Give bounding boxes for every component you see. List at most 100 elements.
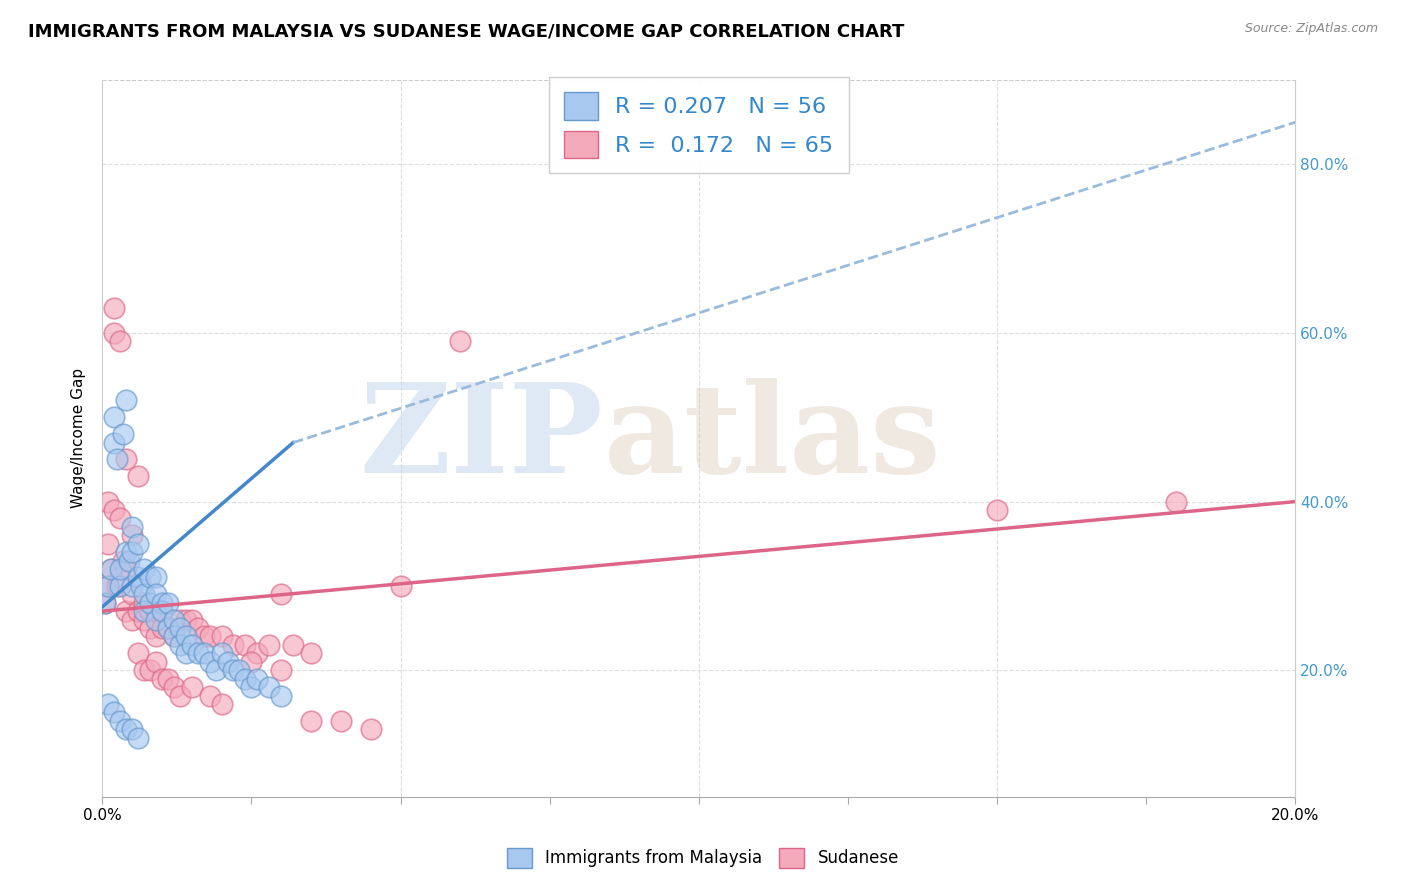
Point [259, 638, 281, 652]
Point [94, 596, 117, 610]
Point [103, 326, 125, 340]
Point [121, 545, 143, 559]
Point [115, 562, 138, 576]
Point [108, 579, 131, 593]
Point [115, 723, 138, 737]
Point [100, 562, 122, 576]
Point [112, 427, 135, 442]
Point [246, 646, 269, 660]
Point [132, 613, 155, 627]
Point [108, 570, 131, 584]
Point [145, 604, 167, 618]
Point [174, 613, 197, 627]
Point [97, 537, 120, 551]
Point [198, 630, 221, 644]
Point [150, 621, 173, 635]
Point [986, 503, 1008, 517]
Point [139, 604, 162, 618]
Point [270, 663, 292, 677]
Point [169, 689, 191, 703]
Point [115, 545, 138, 559]
Point [389, 579, 412, 593]
Point [121, 613, 143, 627]
Point [132, 663, 155, 677]
Point [163, 630, 186, 644]
Point [1166, 494, 1188, 508]
Point [145, 613, 167, 627]
Point [97, 579, 120, 593]
Point [121, 520, 143, 534]
Point [127, 469, 149, 483]
Point [211, 646, 233, 660]
Point [94, 596, 117, 610]
Point [174, 630, 197, 644]
Point [169, 621, 191, 635]
Text: IMMIGRANTS FROM MALAYSIA VS SUDANESE WAGE/INCOME GAP CORRELATION CHART: IMMIGRANTS FROM MALAYSIA VS SUDANESE WAG… [28, 22, 904, 40]
Point [228, 663, 250, 677]
Point [150, 604, 173, 618]
Point [139, 621, 162, 635]
Point [211, 630, 233, 644]
Point [103, 503, 125, 517]
Text: atlas: atlas [603, 378, 941, 499]
Point [217, 655, 239, 669]
Point [115, 604, 138, 618]
Point [132, 587, 155, 601]
Point [187, 646, 209, 660]
Point [132, 562, 155, 576]
Point [163, 680, 186, 694]
Point [103, 435, 125, 450]
Point [97, 494, 120, 508]
Point [145, 570, 167, 584]
Point [281, 638, 304, 652]
Point [145, 630, 167, 644]
Point [108, 334, 131, 349]
Point [211, 697, 233, 711]
Point [180, 680, 202, 694]
Point [235, 672, 257, 686]
Point [150, 604, 173, 618]
Point [156, 672, 179, 686]
Point [145, 655, 167, 669]
Point [235, 638, 257, 652]
Point [163, 613, 186, 627]
Point [127, 646, 149, 660]
Point [169, 638, 191, 652]
Point [222, 638, 245, 652]
Point [198, 689, 221, 703]
Point [129, 579, 152, 593]
Point [132, 604, 155, 618]
Point [150, 672, 173, 686]
Point [100, 562, 122, 576]
Point [150, 596, 173, 610]
Point [198, 655, 221, 669]
Point [193, 630, 215, 644]
Point [240, 655, 263, 669]
Point [97, 697, 120, 711]
Point [246, 672, 269, 686]
Point [108, 562, 131, 576]
Point [112, 553, 135, 567]
Point [103, 301, 125, 315]
Point [169, 613, 191, 627]
Point [240, 680, 263, 694]
Point [156, 621, 179, 635]
Point [163, 630, 186, 644]
Point [105, 452, 128, 467]
Legend: Immigrants from Malaysia, Sudanese: Immigrants from Malaysia, Sudanese [501, 841, 905, 875]
Point [222, 663, 245, 677]
Text: Source: ZipAtlas.com: Source: ZipAtlas.com [1244, 22, 1378, 36]
Point [139, 663, 162, 677]
Point [121, 723, 143, 737]
Point [108, 511, 131, 525]
Point [270, 689, 292, 703]
Point [145, 587, 167, 601]
Point [118, 553, 141, 567]
Point [329, 714, 352, 728]
Point [121, 579, 143, 593]
Legend: R = 0.207   N = 56, R =  0.172   N = 65: R = 0.207 N = 56, R = 0.172 N = 65 [548, 77, 849, 173]
Point [156, 621, 179, 635]
Point [121, 528, 143, 542]
Text: ZIP: ZIP [360, 378, 603, 499]
Point [156, 596, 179, 610]
